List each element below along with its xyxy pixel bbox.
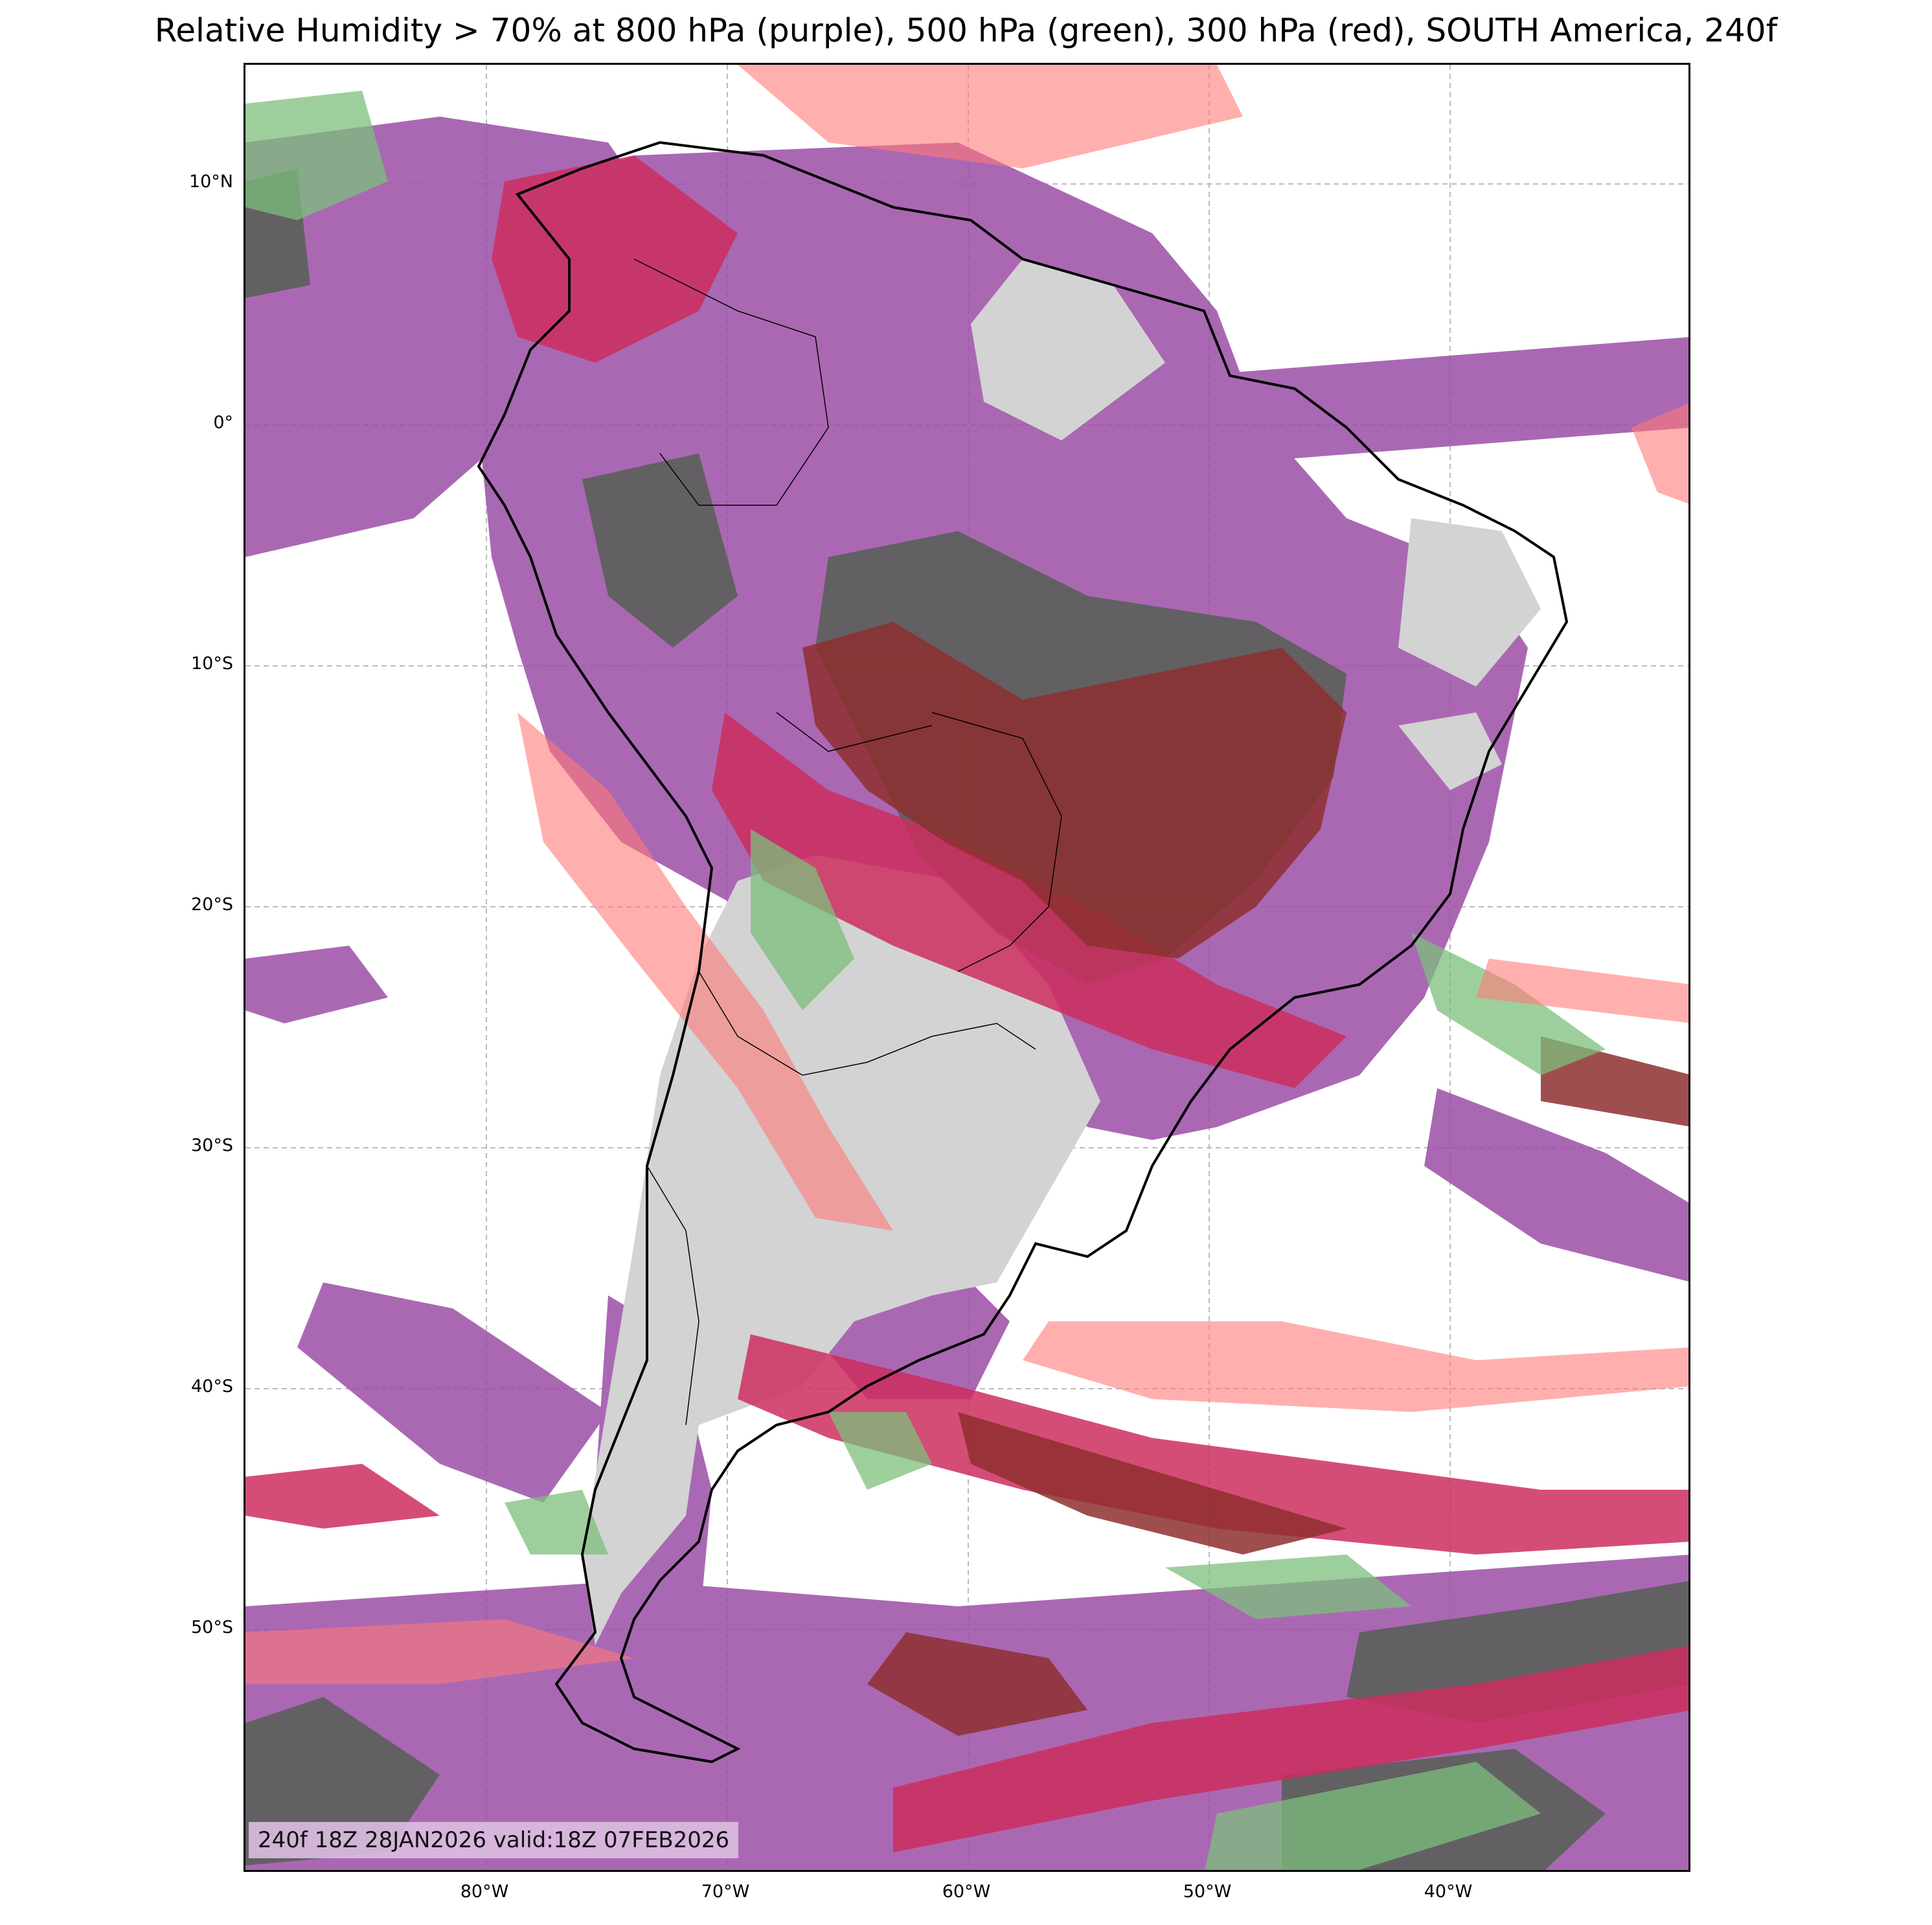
country-borders bbox=[633, 258, 1062, 1426]
lon-label: 80°W bbox=[460, 1882, 509, 1902]
map-title: Relative Humidity > 70% at 800 hPa (purp… bbox=[154, 12, 1778, 49]
rh-300hpa-layer bbox=[245, 65, 1688, 1684]
lat-label: 10°N bbox=[188, 172, 233, 192]
lon-label: 50°W bbox=[1183, 1882, 1232, 1902]
lon-label: 40°W bbox=[1424, 1882, 1473, 1902]
rh-500hpa-layer bbox=[245, 91, 1606, 1870]
map-panel[interactable] bbox=[244, 63, 1690, 1872]
lat-label: 30°S bbox=[191, 1135, 233, 1156]
lat-label: 0° bbox=[213, 413, 233, 433]
lon-label: 60°W bbox=[942, 1882, 991, 1902]
lon-label: 70°W bbox=[701, 1882, 750, 1902]
coastline bbox=[477, 141, 1569, 1764]
rh-800-300-overlap bbox=[245, 155, 1688, 1852]
humidity-map bbox=[245, 65, 1688, 1870]
lat-label: 50°S bbox=[191, 1617, 233, 1637]
valid-time-stamp: 240f 18Z 28JAN2026 valid:18Z 07FEB2026 bbox=[249, 1822, 739, 1858]
lat-label: 10°S bbox=[191, 654, 233, 674]
lat-label: 20°S bbox=[191, 894, 233, 915]
lat-label: 40°S bbox=[191, 1376, 233, 1396]
